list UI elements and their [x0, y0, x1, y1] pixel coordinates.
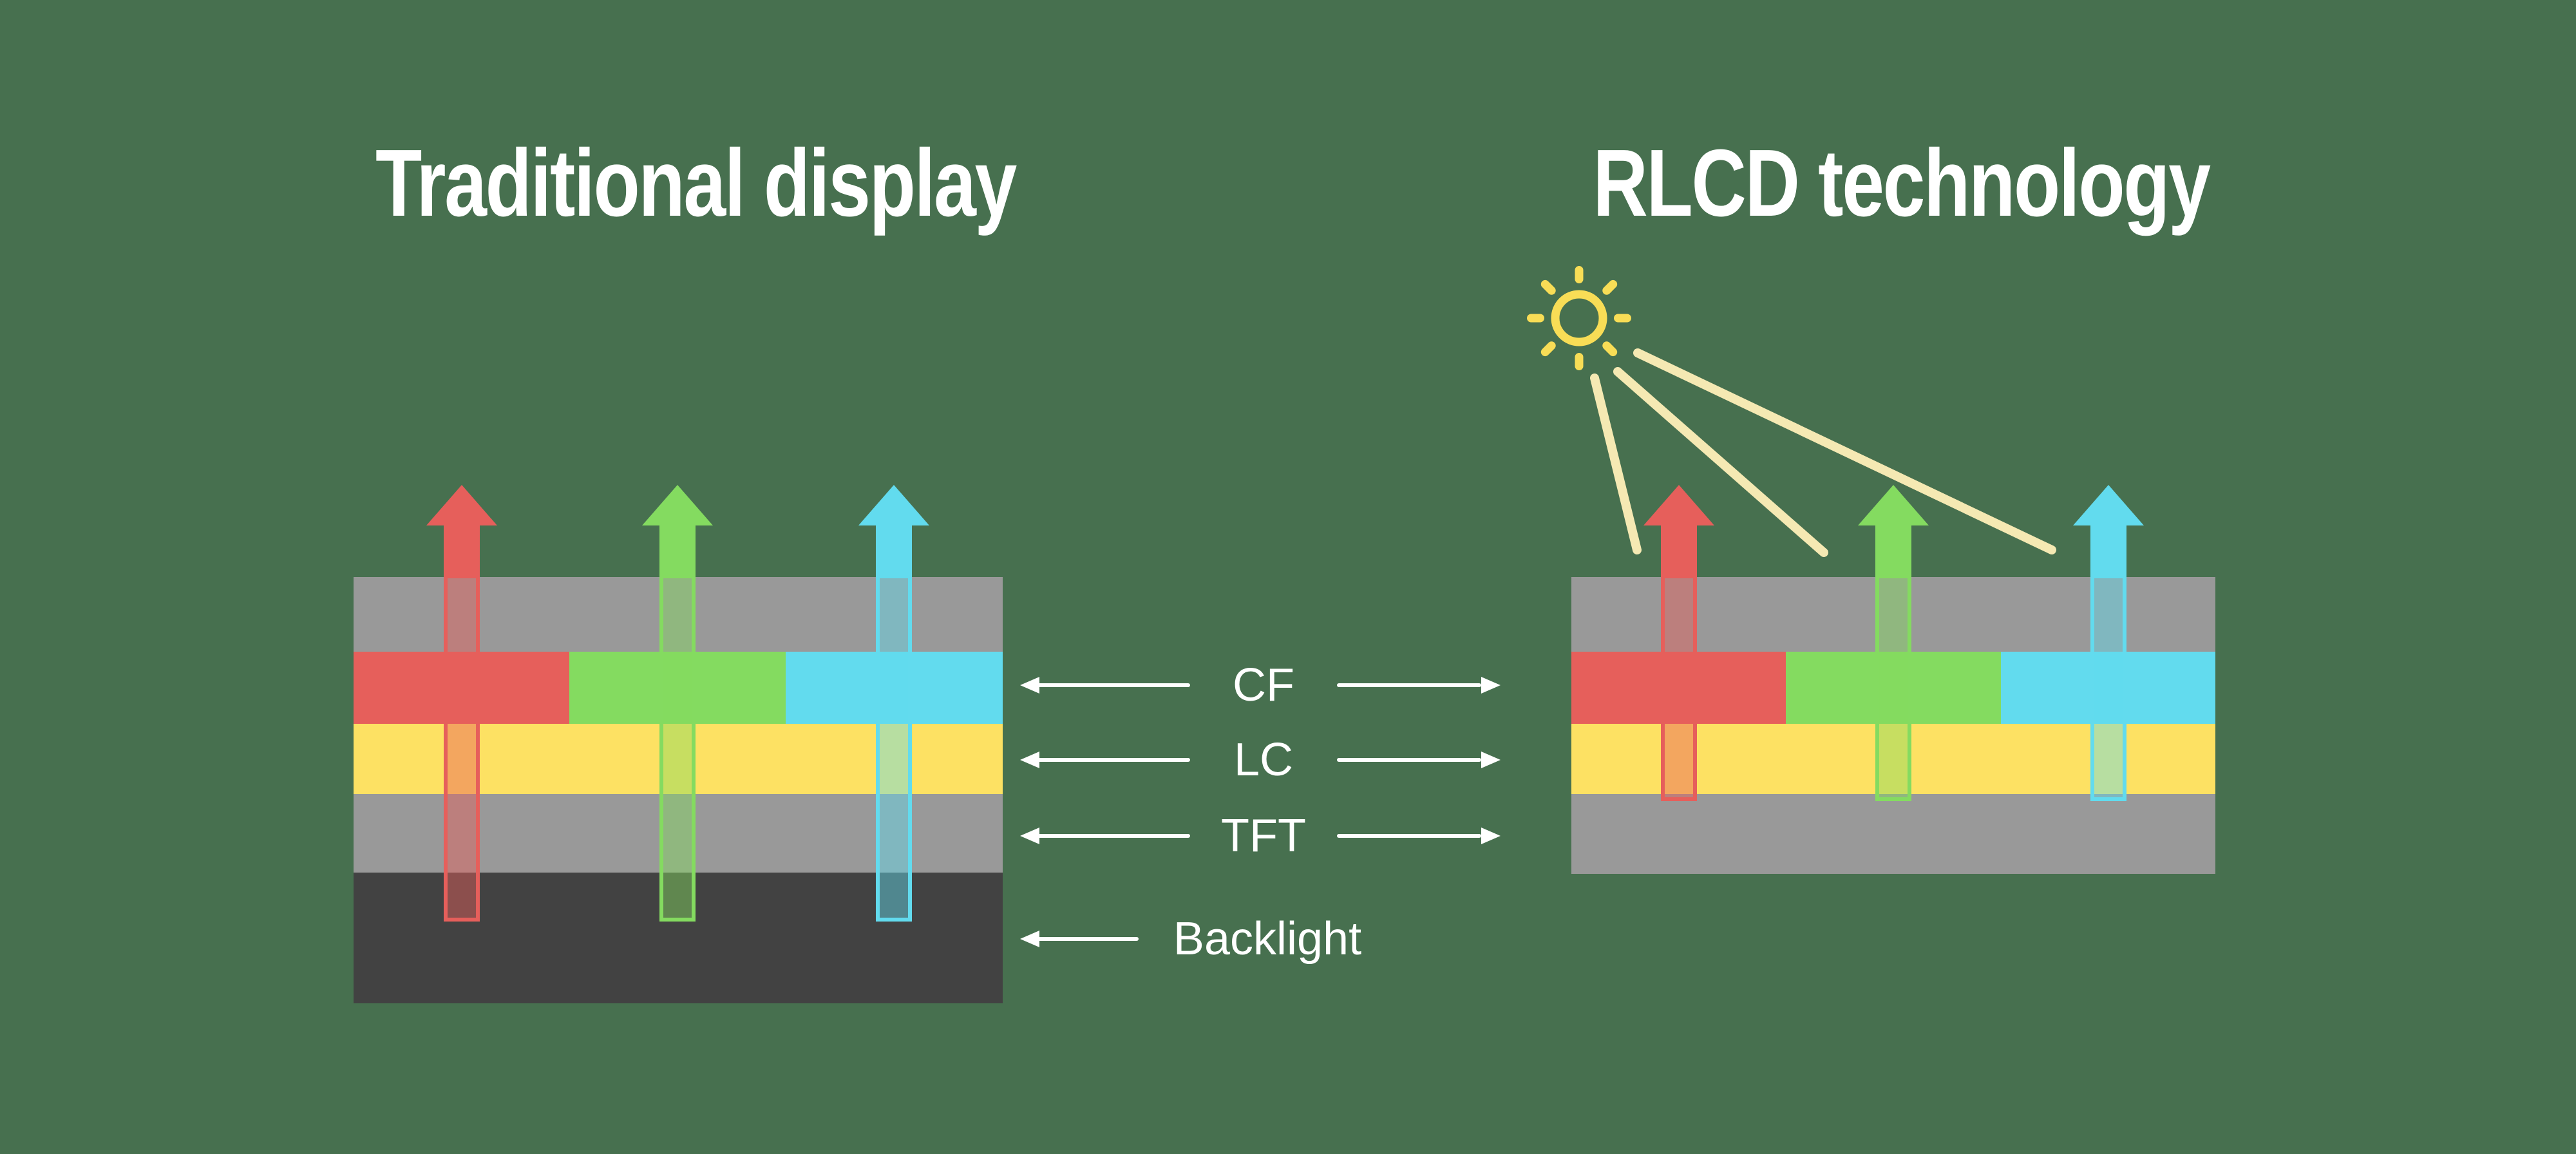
- arrow-right-icon: [1481, 752, 1501, 768]
- cf-green-segment: [569, 652, 786, 724]
- color-filter-layer: [354, 652, 1003, 724]
- cf-red-segment: [1571, 652, 1786, 724]
- backlight-layer: [354, 873, 1003, 1003]
- backlight-label: Backlight: [1173, 913, 1362, 965]
- cf-blue-segment: [786, 652, 1003, 724]
- right-title: RLCD technology: [1593, 130, 2211, 236]
- cf-label: CF: [1233, 659, 1294, 711]
- liquid-crystal-layer: [354, 724, 1003, 794]
- cf-red-segment: [354, 652, 569, 724]
- lc-label: LC: [1233, 734, 1294, 786]
- arrow-right-icon: [1481, 677, 1501, 694]
- cf-blue-segment: [2001, 652, 2215, 724]
- sun-icon: [1527, 266, 1631, 370]
- arrow-right-icon: [1481, 828, 1501, 844]
- tft-label: TFT: [1221, 810, 1306, 862]
- rlcd-stack: [1571, 577, 2215, 874]
- tft-layer: [1571, 794, 2215, 874]
- traditional-display-stack: [354, 577, 1003, 1003]
- cf-green-segment: [1786, 652, 2001, 724]
- left-title: Traditional display: [375, 130, 1017, 236]
- color-filter-layer: [1571, 652, 2215, 724]
- glass-layer: [1571, 577, 2215, 652]
- glass-layer: [354, 577, 1003, 652]
- liquid-crystal-layer: [1571, 724, 2215, 794]
- tft-layer: [354, 794, 1003, 873]
